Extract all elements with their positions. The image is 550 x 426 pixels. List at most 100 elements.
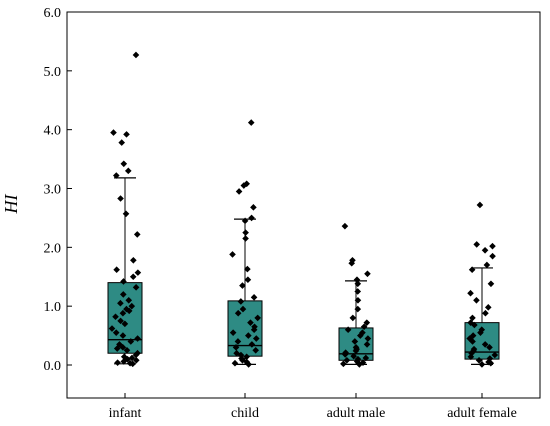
points-adult-female — [466, 201, 499, 368]
data-point — [120, 278, 127, 285]
data-point — [248, 214, 255, 222]
data-point — [132, 284, 140, 291]
points-infant — [108, 51, 142, 368]
data-point — [235, 188, 243, 195]
data-point — [234, 338, 242, 345]
data-point — [250, 204, 257, 211]
data-point — [234, 309, 242, 317]
x-tick-label: adult female — [447, 406, 517, 421]
data-point — [473, 241, 481, 248]
data-point — [477, 329, 484, 336]
points-child — [229, 119, 261, 368]
data-point — [482, 309, 489, 317]
data-point — [341, 222, 349, 230]
data-point — [130, 256, 137, 264]
x-tick-label: infant — [109, 406, 142, 421]
data-point — [486, 344, 493, 351]
data-point — [112, 329, 120, 336]
data-point — [247, 319, 254, 326]
data-point — [229, 329, 237, 336]
data-point — [108, 325, 116, 332]
y-tick-label: 3.0 — [44, 183, 62, 198]
data-point — [232, 344, 240, 351]
data-point — [117, 195, 124, 202]
data-point — [478, 326, 486, 333]
data-point — [134, 269, 142, 276]
data-point — [254, 314, 261, 322]
data-point — [466, 335, 473, 342]
y-tick-label: 6.0 — [44, 6, 62, 21]
data-point — [120, 358, 128, 365]
data-point — [483, 261, 491, 269]
data-point — [244, 276, 252, 283]
box-group-adult-female — [464, 267, 500, 366]
points-layer — [108, 51, 499, 368]
data-point — [484, 304, 492, 311]
data-point — [245, 361, 252, 368]
data-point — [486, 355, 494, 362]
data-point — [116, 341, 123, 348]
data-point — [110, 129, 117, 136]
data-point — [252, 346, 260, 354]
data-point — [239, 282, 246, 289]
y-tick-label: 2.0 — [44, 241, 62, 256]
data-point — [354, 296, 362, 304]
data-point — [363, 341, 371, 348]
data-point — [134, 335, 141, 342]
data-point — [489, 252, 496, 260]
data-point — [360, 323, 368, 331]
data-point — [240, 182, 248, 189]
data-point — [357, 332, 364, 339]
boxes-layer — [107, 177, 500, 366]
data-point — [353, 276, 361, 283]
data-point — [363, 319, 371, 326]
data-point — [112, 313, 119, 321]
data-point — [489, 242, 496, 250]
data-point — [250, 326, 258, 333]
x-axis: infant child adult male adult female — [109, 393, 517, 421]
data-point — [352, 347, 360, 355]
data-point — [127, 338, 135, 345]
data-point — [113, 266, 120, 273]
data-point — [354, 305, 362, 313]
data-point — [356, 361, 363, 368]
data-point — [237, 298, 245, 305]
data-point — [114, 359, 121, 366]
data-point — [491, 351, 499, 359]
data-point — [125, 307, 133, 315]
data-point — [244, 265, 251, 273]
data-point — [469, 338, 476, 345]
data-point — [241, 217, 249, 225]
data-point — [467, 289, 474, 297]
data-point — [350, 352, 357, 360]
data-point — [117, 299, 124, 307]
data-point — [122, 210, 130, 218]
y-axis-title: HI — [1, 194, 21, 215]
data-point — [353, 358, 361, 365]
x-tick-label: child — [231, 406, 259, 421]
data-point — [343, 356, 351, 364]
data-point — [349, 314, 357, 322]
y-axis: 0.0 1.0 2.0 3.0 4.0 5.0 6.0 — [44, 6, 72, 374]
data-point — [118, 139, 126, 146]
data-point — [467, 353, 475, 361]
data-point — [245, 332, 252, 339]
data-point — [113, 345, 121, 352]
data-point — [469, 314, 476, 322]
data-point — [125, 296, 133, 304]
data-point — [124, 167, 132, 175]
data-point — [121, 320, 129, 328]
data-point — [242, 235, 249, 242]
data-point — [341, 351, 349, 358]
data-point — [129, 360, 136, 368]
data-point — [117, 317, 124, 325]
data-point — [475, 356, 483, 364]
data-point — [476, 201, 484, 209]
data-point — [248, 341, 256, 348]
x-tick-label: adult male — [327, 406, 386, 421]
data-point — [237, 351, 245, 359]
data-point — [119, 291, 127, 298]
data-point — [487, 280, 495, 288]
data-point — [247, 119, 255, 126]
y-tick-label: 4.0 — [44, 124, 62, 139]
